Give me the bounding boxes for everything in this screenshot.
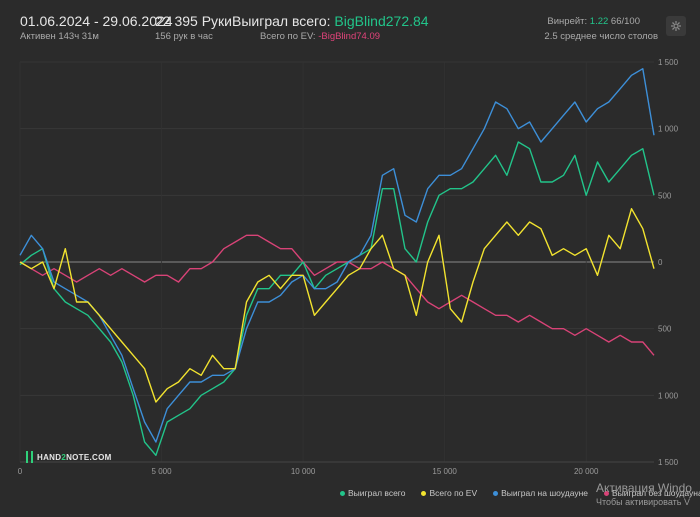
- hand2note-logo: HAND2NOTE.COM: [26, 451, 112, 463]
- hands-count: 22 395 Руки: [155, 13, 232, 29]
- x-tick-label: 20 000: [574, 467, 599, 476]
- legend-item-3[interactable]: Выиграл без шоудауна: [604, 488, 700, 498]
- date-range[interactable]: 01.06.2024 - 29.06.2024: [20, 13, 173, 29]
- x-axis-labels: 0 5 000 10 000 15 000 20 000: [18, 467, 599, 476]
- legend-dot-icon: [493, 490, 499, 496]
- legend-label: Выиграл всего: [348, 488, 406, 498]
- winrate-label: Винрейт:: [547, 16, 590, 27]
- legend-label: Выиграл на шоудауне: [501, 488, 589, 498]
- winrate-value: 1.22: [589, 16, 609, 27]
- chart-legend: Выиграл всего Всего по EV Выиграл на шоуда…: [340, 488, 700, 498]
- total-ev-label: Всего по EV:: [260, 31, 319, 42]
- total-won-value: BigBlind272.84: [334, 13, 429, 29]
- x-tick-label: 5 000: [152, 467, 173, 476]
- chart-series: [19, 67, 655, 456]
- windows-activation-title: Активация Windo: [596, 481, 692, 495]
- windows-activation-text: Чтобы активировать V: [596, 497, 690, 507]
- series-line-2: [19, 67, 655, 443]
- legend-dot-icon: [604, 490, 610, 496]
- legend-dot-icon: [340, 490, 345, 496]
- logo-mark-icon: [26, 451, 33, 463]
- x-tick-label: 0: [18, 467, 23, 476]
- total-ev: Всего по EV: -BigBlind74.09: [260, 31, 380, 42]
- y-tick-label: 500: [658, 191, 672, 200]
- y-tick-label: 1 000: [658, 125, 679, 134]
- series-line-3: [19, 234, 655, 356]
- hands-per-hour: 156 рук в час: [155, 31, 213, 42]
- gear-icon: [671, 21, 681, 31]
- total-won: Выиграл всего: BigBlind272.84: [232, 13, 429, 29]
- legend-item-2[interactable]: Выиграл на шоудауне: [493, 488, 588, 498]
- legend-item-0[interactable]: Выиграл всего: [340, 488, 405, 498]
- series-line-0: [19, 141, 655, 456]
- total-ev-value: -BigBlind74.09: [318, 31, 381, 42]
- legend-dot-icon: [421, 490, 427, 496]
- y-tick-label: 500: [658, 325, 672, 334]
- legend-label: Всего по EV: [429, 488, 478, 498]
- legend-item-1[interactable]: Всего по EV: [421, 488, 477, 498]
- settings-button[interactable]: [666, 16, 686, 36]
- y-tick-label: 1 000: [658, 391, 679, 400]
- series-line-1: [19, 207, 655, 403]
- x-tick-label: 15 000: [432, 467, 457, 476]
- winrate: Винрейт: 1.22 66/100: [547, 16, 640, 27]
- legend-label: Выиграл без шоудауна: [612, 488, 700, 498]
- avg-tables: 2.5 среднее число столов: [544, 31, 658, 42]
- active-time: Активен 143ч 31м: [20, 31, 99, 42]
- total-won-label: Выиграл всего:: [232, 13, 335, 29]
- y-tick-label: 1 500: [658, 458, 679, 467]
- y-tick-label: 0: [658, 258, 663, 267]
- chart-grid: [19, 61, 654, 463]
- winrate-rest: 66/100: [608, 16, 640, 27]
- y-axis-labels: 1 500 1 000 500 0 500 1 000 1 500: [658, 58, 679, 467]
- x-tick-label: 10 000: [291, 467, 316, 476]
- stats-header: 01.06.2024 - 29.06.2024 Активен 143ч 31м…: [0, 0, 700, 50]
- logo-text: HAND2NOTE.COM: [37, 452, 112, 462]
- y-tick-label: 1 500: [658, 58, 679, 67]
